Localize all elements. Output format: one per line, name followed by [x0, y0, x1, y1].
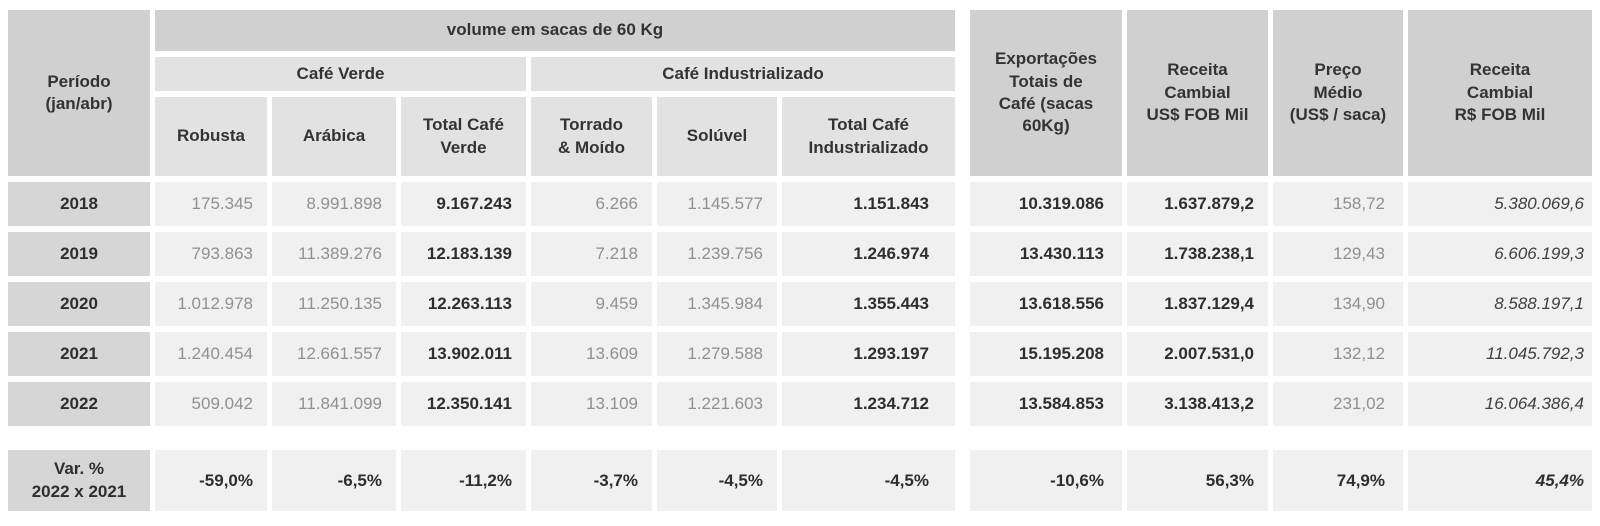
header-receita-cambial-brl: Receita Cambial R$ FOB Mil — [1408, 10, 1592, 176]
var-cell-torrado: -3,7% — [531, 450, 652, 511]
cell-receita-usd: 1.738.238,1 — [1127, 232, 1268, 276]
cell-arabica: 11.389.276 — [272, 232, 396, 276]
var-cell-total-verde: -11,2% — [401, 450, 526, 511]
cell-receita-usd: 2.007.531,0 — [1127, 332, 1268, 376]
year-label: 2019 — [8, 232, 150, 276]
header-robusta: Robusta — [155, 97, 267, 176]
var-cell-arabica: -6,5% — [272, 450, 396, 511]
header-arabica: Arábica — [272, 97, 396, 176]
cell-receita-usd: 1.637.879,2 — [1127, 182, 1268, 226]
cell-receita-brl: 6.606.199,3 — [1408, 232, 1592, 276]
cell-receita-usd: 3.138.413,2 — [1127, 382, 1268, 426]
cell-torrado: 9.459 — [531, 282, 652, 326]
cell-receita-brl: 11.045.792,3 — [1408, 332, 1592, 376]
year-label: 2022 — [8, 382, 150, 426]
cell-robusta: 509.042 — [155, 382, 267, 426]
header-periodo: Período (jan/abr) — [8, 10, 150, 176]
table-grid: Período (jan/abr) volume em sacas de 60 … — [8, 10, 1592, 511]
cell-torrado: 13.609 — [531, 332, 652, 376]
cell-torrado: 13.109 — [531, 382, 652, 426]
cell-preco-medio: 134,90 — [1273, 282, 1403, 326]
cell-soluvel: 1.279.588 — [657, 332, 777, 376]
var-cell-receita-usd: 56,3% — [1127, 450, 1268, 511]
variation-label: Var. % 2022 x 2021 — [8, 450, 150, 511]
year-label: 2021 — [8, 332, 150, 376]
cell-export-total: 13.430.113 — [970, 232, 1122, 276]
cell-robusta: 175.345 — [155, 182, 267, 226]
var-cell-total-indus: -4,5% — [782, 450, 955, 511]
cell-arabica: 11.841.099 — [272, 382, 396, 426]
year-label: 2018 — [8, 182, 150, 226]
var-cell-preco-medio: 74,9% — [1273, 450, 1403, 511]
var-cell-receita-brl: 45,4% — [1408, 450, 1592, 511]
cell-torrado: 6.266 — [531, 182, 652, 226]
cell-export-total: 13.618.556 — [970, 282, 1122, 326]
cell-receita-brl: 16.064.386,4 — [1408, 382, 1592, 426]
cell-receita-brl: 8.588.197,1 — [1408, 282, 1592, 326]
cell-soluvel: 1.145.577 — [657, 182, 777, 226]
cell-receita-brl: 5.380.069,6 — [1408, 182, 1592, 226]
cell-arabica: 12.661.557 — [272, 332, 396, 376]
cell-robusta: 793.863 — [155, 232, 267, 276]
cell-total-indus: 1.293.197 — [782, 332, 955, 376]
cell-preco-medio: 231,02 — [1273, 382, 1403, 426]
cell-soluvel: 1.221.603 — [657, 382, 777, 426]
cell-total-verde: 12.350.141 — [401, 382, 526, 426]
cell-preco-medio: 132,12 — [1273, 332, 1403, 376]
cell-total-verde: 13.902.011 — [401, 332, 526, 376]
cell-torrado: 7.218 — [531, 232, 652, 276]
cell-export-total: 13.584.853 — [970, 382, 1122, 426]
header-exportacoes-totais: Exportações Totais de Café (sacas 60Kg) — [970, 10, 1122, 176]
header-cafe-industrializado-group: Café Industrializado — [531, 57, 955, 91]
header-torrado-moido: Torrado & Moído — [531, 97, 652, 176]
cell-total-verde: 12.183.139 — [401, 232, 526, 276]
cell-robusta: 1.012.978 — [155, 282, 267, 326]
cell-soluvel: 1.239.756 — [657, 232, 777, 276]
cell-preco-medio: 158,72 — [1273, 182, 1403, 226]
header-soluvel: Solúvel — [657, 97, 777, 176]
header-receita-cambial-usd: Receita Cambial US$ FOB Mil — [1127, 10, 1268, 176]
cell-total-verde: 12.263.113 — [401, 282, 526, 326]
cell-receita-usd: 1.837.129,4 — [1127, 282, 1268, 326]
header-preco-medio: Preço Médio (US$ / saca) — [1273, 10, 1403, 176]
cell-export-total: 15.195.208 — [970, 332, 1122, 376]
cell-total-indus: 1.246.974 — [782, 232, 955, 276]
header-total-cafe-verde: Total Café Verde — [401, 97, 526, 176]
cell-total-verde: 9.167.243 — [401, 182, 526, 226]
cell-total-indus: 1.355.443 — [782, 282, 955, 326]
header-volume-group: volume em sacas de 60 Kg — [155, 10, 955, 51]
cell-export-total: 10.319.086 — [970, 182, 1122, 226]
var-cell-export-total: -10,6% — [970, 450, 1122, 511]
cell-total-indus: 1.234.712 — [782, 382, 955, 426]
header-cafe-verde-group: Café Verde — [155, 57, 526, 91]
var-cell-soluvel: -4,5% — [657, 450, 777, 511]
cell-arabica: 11.250.135 — [272, 282, 396, 326]
cell-robusta: 1.240.454 — [155, 332, 267, 376]
cell-arabica: 8.991.898 — [272, 182, 396, 226]
year-label: 2020 — [8, 282, 150, 326]
cell-preco-medio: 129,43 — [1273, 232, 1403, 276]
var-cell-robusta: -59,0% — [155, 450, 267, 511]
cell-soluvel: 1.345.984 — [657, 282, 777, 326]
header-total-cafe-industrializado: Total Café Industrializado — [782, 97, 955, 176]
cell-total-indus: 1.151.843 — [782, 182, 955, 226]
